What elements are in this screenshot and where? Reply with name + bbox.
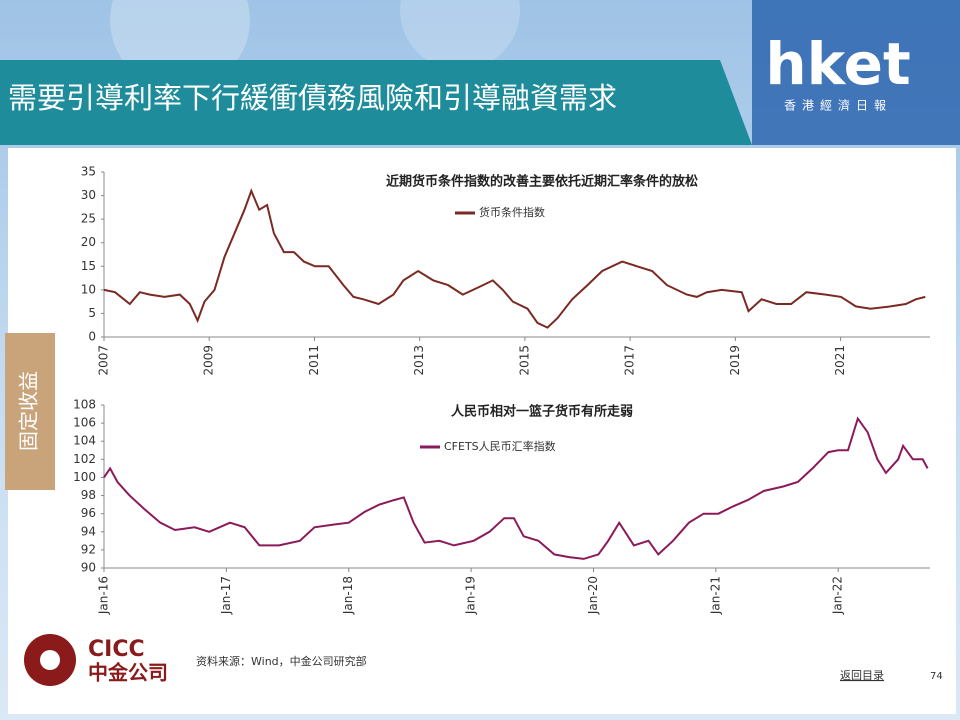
company-cn: 中金公司: [88, 661, 168, 685]
side-tab: [5, 333, 55, 490]
y-tick-label: 106: [73, 416, 96, 430]
chart-title: 近期货币条件指数的改善主要依托近期汇率条件的放松: [386, 174, 698, 190]
y-tick-label: 108: [73, 398, 96, 412]
x-tick-label: Jan-20: [586, 576, 600, 615]
x-tick-label: Jan-21: [708, 576, 722, 615]
y-tick-label: 96: [81, 506, 96, 520]
y-tick-label: 98: [81, 488, 96, 502]
x-tick-label: 2011: [307, 345, 321, 376]
data-line: [103, 188, 926, 329]
y-tick-label: 30: [81, 188, 96, 202]
y-tick-label: 15: [81, 259, 96, 273]
y-tick-label: 20: [81, 235, 96, 249]
legend-label: 货币条件指数: [479, 205, 545, 219]
logo: hket: [765, 30, 910, 98]
content-panel: [8, 148, 956, 714]
logo-sub: 香港經濟日報: [784, 98, 892, 113]
x-tick-label: 2021: [833, 345, 847, 376]
x-tick-label: Jan-19: [464, 576, 478, 615]
x-tick-label: 2017: [623, 345, 637, 376]
legend-label: CFETS人民币汇率指数: [444, 439, 556, 453]
title-bar: [0, 60, 752, 145]
x-tick-label: 2015: [517, 345, 531, 376]
y-tick-label: 10: [81, 282, 96, 296]
page-title: 需要引導利率下行緩衝債務風險和引導融資需求: [8, 81, 617, 115]
y-tick-label: 100: [73, 470, 96, 484]
side-tab-label: 固定收益: [17, 371, 41, 451]
source-note: 资料来源：Wind，中金公司研究部: [196, 654, 367, 668]
page-number: 74: [930, 671, 943, 682]
x-tick-label: Jan-18: [341, 576, 355, 615]
x-tick-label: 2019: [728, 345, 742, 376]
y-tick-label: 90: [81, 561, 96, 575]
y-tick-label: 25: [81, 212, 96, 226]
x-tick-label: 2013: [412, 345, 426, 376]
y-tick-label: 5: [88, 306, 96, 320]
y-tick-label: 104: [73, 434, 96, 448]
data-line: [103, 416, 929, 560]
back-link[interactable]: 返回目录: [840, 669, 884, 682]
y-tick-label: 92: [81, 542, 96, 556]
x-tick-label: Jan-22: [831, 576, 845, 615]
y-tick-label: 35: [81, 165, 96, 179]
chart-title: 人民币相对一篮子货币有所走弱: [451, 404, 633, 420]
y-tick-label: 102: [73, 452, 96, 466]
y-tick-label: 94: [81, 524, 96, 538]
x-tick-label: 2007: [97, 345, 111, 376]
company-en: CICC: [88, 637, 145, 662]
x-tick-label: Jan-16: [97, 576, 111, 615]
y-tick-label: 0: [88, 330, 96, 344]
x-tick-label: 2009: [202, 345, 216, 376]
x-tick-label: Jan-17: [219, 576, 233, 615]
